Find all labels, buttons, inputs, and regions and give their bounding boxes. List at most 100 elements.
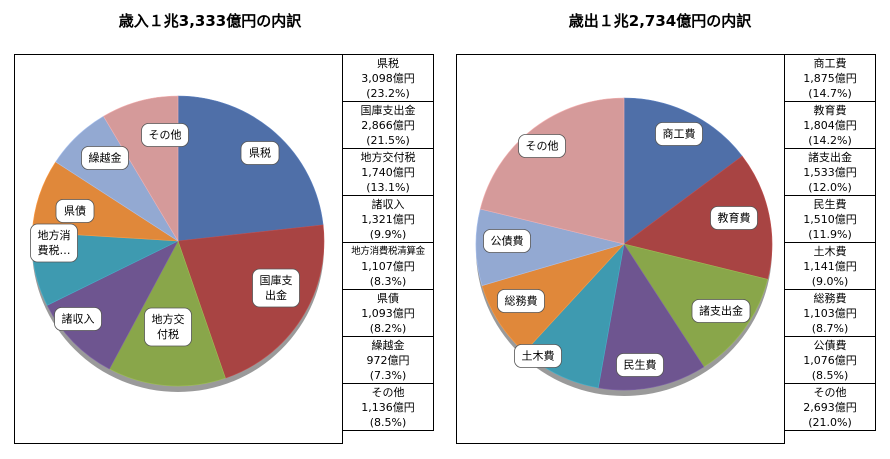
svg-text:商工費: 商工費 [663, 127, 696, 141]
legend-name: 民生費 [813, 198, 847, 211]
legend-value: 1,740億円 [361, 166, 415, 179]
expenditure-slice-label-7: その他 [518, 134, 566, 158]
legend-name: 地方交付税 [360, 151, 416, 164]
legend-name: 商工費 [813, 57, 847, 70]
svg-text:地方交: 地方交 [152, 312, 185, 326]
revenue-slice-0 [177, 95, 324, 242]
expenditure-legend-cell-4: 土木費 1,141億円 (9.0%) [785, 242, 875, 289]
legend-percent: (11.9%) [808, 228, 852, 241]
revenue-legend-cell-4: 地方消費税清算金 1,107億円 (8.3%) [343, 242, 433, 289]
svg-text:諸収入: 諸収入 [62, 312, 95, 326]
legend-percent: (9.0%) [811, 275, 849, 288]
legend-name: 土木費 [813, 245, 847, 258]
expenditure-legend-cell-5: 総務費 1,103億円 (8.7%) [785, 289, 875, 336]
expenditure-slice-0 [623, 97, 743, 245]
revenue-chart-title: 歳入１兆3,333億円の内訳 [118, 12, 302, 30]
svg-text:県税: 県税 [249, 146, 271, 160]
legend-percent: (13.1%) [366, 181, 410, 194]
legend-name: 地方消費税清算金 [351, 246, 425, 257]
svg-text:地方消: 地方消 [38, 228, 71, 242]
expenditure-legend-cell-1: 教育費 1,804億円 (14.2%) [785, 101, 875, 148]
legend-value: 972億円 [366, 354, 410, 367]
expenditure-legend-table: 商工費 1,875億円 (14.7%) 教育費 1,804億円 (14.2%) 諸支出金 1,… [784, 54, 876, 431]
legend-value: 1,510億円 [803, 213, 857, 226]
legend-name: 総務費 [813, 292, 847, 305]
legend-name: 繰越金 [371, 339, 405, 352]
legend-name: 県税 [377, 57, 399, 70]
expenditure-slice-label-0: 商工費 [655, 122, 703, 146]
legend-name: その他 [813, 386, 847, 399]
legend-percent: (8.3%) [369, 275, 407, 288]
legend-percent: (8.7%) [811, 322, 849, 335]
revenue-slice-label-2: 地方交付税 [144, 307, 192, 347]
svg-text:民生費: 民生費 [624, 358, 657, 372]
svg-text:費税…: 費税… [38, 243, 71, 257]
expenditure-legend-cell-3: 民生費 1,510億円 (11.9%) [785, 195, 875, 242]
legend-value: 2,693億円 [803, 401, 857, 414]
legend-value: 1,804億円 [803, 119, 857, 132]
svg-text:土木費: 土木費 [522, 349, 555, 363]
legend-name: 公債費 [813, 339, 847, 352]
legend-value: 1,107億円 [361, 260, 415, 273]
revenue-legend-cell-2: 地方交付税 1,740億円 (13.1%) [343, 148, 433, 195]
legend-percent: (8.5%) [369, 416, 407, 429]
expenditure-legend-cell-7: その他 2,693億円 (21.0%) [785, 383, 875, 430]
legend-value: 1,136億円 [361, 401, 415, 414]
revenue-slice-label-5: 県債 [55, 199, 95, 223]
expenditure-slice-label-3: 民生費 [616, 353, 664, 377]
legend-percent: (14.2%) [808, 134, 852, 147]
revenue-slice-label-7: その他 [141, 123, 189, 147]
legend-value: 1,093億円 [361, 307, 415, 320]
revenue-slice-3 [46, 240, 179, 370]
svg-text:付税: 付税 [157, 327, 179, 341]
revenue-legend-table: 県税 3,098億円 (23.2%) 国庫支出金 2,866億円 (21.5%) 地方交付税… [342, 54, 434, 431]
legend-value: 1,076億円 [803, 354, 857, 367]
svg-text:公債費: 公債費 [491, 234, 524, 248]
legend-name: その他 [371, 386, 405, 399]
expenditure-slice-7 [479, 97, 625, 245]
expenditure-legend-cell-6: 公債費 1,076億円 (8.5%) [785, 336, 875, 383]
legend-value: 1,533億円 [803, 166, 857, 179]
svg-text:その他: その他 [149, 129, 182, 142]
expenditure-slice-label-5: 総務費 [497, 289, 545, 313]
svg-text:総務費: 総務費 [505, 294, 538, 308]
revenue-legend-cell-7: その他 1,136億円 (8.5%) [343, 383, 433, 430]
revenue-slice-1 [177, 224, 325, 379]
revenue-pie-area: 県税 国庫支 出金 地方交 付税 諸収入 地方消 費税… 県債 繰越金 その他 [14, 54, 343, 444]
legend-value: 2,866億円 [361, 119, 415, 132]
svg-text:出金: 出金 [265, 288, 287, 302]
svg-text:その他: その他 [526, 140, 559, 153]
expenditure-pie-area: 商工費教育費諸支出金民生費 土木費 総務費 公債費 その他 [456, 54, 785, 444]
legend-percent: (23.2%) [366, 87, 410, 100]
revenue-slice-label-3: 諸収入 [54, 307, 102, 331]
revenue-slice-label-4: 地方消費税… [30, 223, 78, 263]
legend-percent: (7.3%) [369, 369, 407, 382]
svg-text:繰越金: 繰越金 [89, 151, 122, 165]
expenditure-slice-label-2: 諸支出金 [691, 299, 751, 323]
revenue-legend-cell-5: 県債 1,093億円 (8.2%) [343, 289, 433, 336]
expenditure-legend-cell-2: 諸支出金 1,533億円 (12.0%) [785, 148, 875, 195]
expenditure-slice-1 [623, 155, 773, 280]
expenditure-chart-title: 歳出１兆2,734億円の内訳 [568, 12, 752, 30]
legend-value: 1,141億円 [803, 260, 857, 273]
legend-percent: (8.2%) [369, 322, 407, 335]
legend-name: 諸支出金 [808, 151, 852, 164]
revenue-slice-label-1: 国庫支出金 [252, 268, 300, 308]
expenditure-slice-label-1: 教育費 [710, 206, 758, 230]
revenue-legend-cell-6: 繰越金 972億円 (7.3%) [343, 336, 433, 383]
legend-name: 国庫支出金 [360, 104, 416, 117]
legend-percent: (21.5%) [366, 134, 410, 147]
legend-value: 1,875億円 [803, 72, 857, 85]
revenue-slice-label-0: 県税 [240, 141, 280, 165]
legend-value: 3,098億円 [361, 72, 415, 85]
legend-value: 1,103億円 [803, 307, 857, 320]
svg-text:国庫支: 国庫支 [260, 273, 293, 287]
expenditure-legend-cell-0: 商工費 1,875億円 (14.7%) [785, 54, 875, 101]
legend-percent: (12.0%) [808, 181, 852, 194]
svg-text:諸支出金: 諸支出金 [699, 304, 743, 318]
legend-name: 県債 [377, 292, 399, 305]
revenue-legend-cell-3: 諸収入 1,321億円 (9.9%) [343, 195, 433, 242]
legend-value: 1,321億円 [361, 213, 415, 226]
